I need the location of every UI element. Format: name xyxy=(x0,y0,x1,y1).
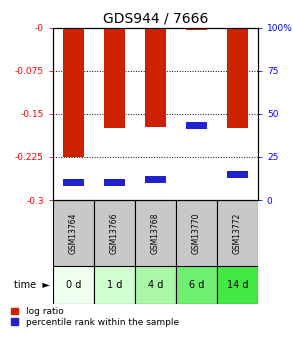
Text: 4 d: 4 d xyxy=(148,280,163,289)
Bar xyxy=(135,266,176,304)
Title: GDS944 / 7666: GDS944 / 7666 xyxy=(103,11,208,25)
Text: GSM13764: GSM13764 xyxy=(69,212,78,254)
Bar xyxy=(94,200,135,266)
Bar xyxy=(145,176,166,183)
Bar xyxy=(217,200,258,266)
Bar xyxy=(63,28,84,157)
Text: GSM13768: GSM13768 xyxy=(151,212,160,254)
Bar xyxy=(145,28,166,127)
Text: GSM13766: GSM13766 xyxy=(110,212,119,254)
Bar xyxy=(135,200,176,266)
Bar xyxy=(53,200,94,266)
Text: 6 d: 6 d xyxy=(189,280,204,289)
Legend: log ratio, percentile rank within the sample: log ratio, percentile rank within the sa… xyxy=(10,306,180,328)
Text: GSM13770: GSM13770 xyxy=(192,212,201,254)
Bar xyxy=(227,28,248,128)
Text: 0 d: 0 d xyxy=(66,280,81,289)
Text: time  ►: time ► xyxy=(14,280,50,289)
Bar xyxy=(63,179,84,186)
Bar xyxy=(217,266,258,304)
Bar xyxy=(53,266,94,304)
Bar xyxy=(94,266,135,304)
Bar xyxy=(104,179,125,186)
Bar xyxy=(104,28,125,128)
Bar xyxy=(176,266,217,304)
Bar xyxy=(186,122,207,129)
Bar xyxy=(176,200,217,266)
Text: 1 d: 1 d xyxy=(107,280,122,289)
Bar xyxy=(186,28,207,30)
Text: 14 d: 14 d xyxy=(226,280,248,289)
Bar xyxy=(227,171,248,178)
Text: GSM13772: GSM13772 xyxy=(233,212,242,254)
